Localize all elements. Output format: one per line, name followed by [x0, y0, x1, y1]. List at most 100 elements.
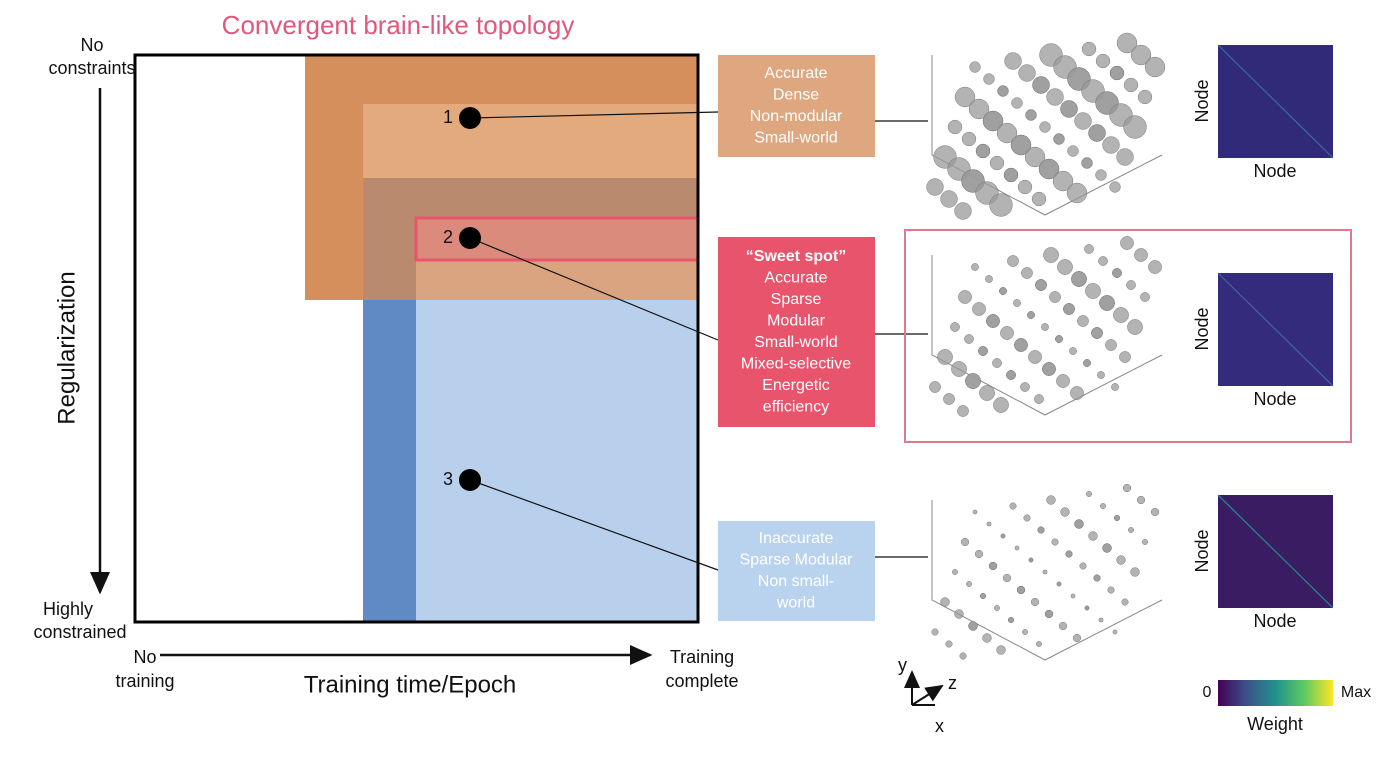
node — [1042, 569, 1048, 575]
panel-line: Energetic — [762, 377, 830, 394]
node — [1030, 597, 1040, 607]
panel-line: Modular — [767, 312, 825, 329]
point-label: 3 — [443, 469, 453, 489]
frame — [133, 53, 700, 624]
node — [1060, 507, 1070, 517]
node — [989, 155, 1005, 171]
panel-line: Inaccurate — [759, 530, 834, 547]
network — [926, 32, 1166, 220]
node — [1111, 383, 1119, 391]
sweet-spot-box — [414, 216, 700, 262]
node — [966, 581, 972, 587]
node — [1046, 88, 1064, 106]
node — [1126, 280, 1136, 290]
node — [1013, 299, 1021, 307]
node — [1004, 52, 1022, 70]
node — [1049, 291, 1061, 303]
node — [1043, 247, 1059, 263]
node — [1128, 527, 1134, 533]
point — [459, 469, 481, 491]
node — [983, 73, 995, 85]
point — [459, 107, 481, 129]
node — [1098, 617, 1104, 623]
node — [997, 85, 1009, 97]
node — [1024, 146, 1046, 168]
node — [1003, 167, 1019, 183]
node — [1046, 495, 1056, 505]
panel-box — [718, 237, 875, 427]
node — [1036, 641, 1042, 647]
axis-z: z — [948, 673, 957, 693]
y-label: Regularization — [53, 271, 80, 424]
axis-x: x — [935, 716, 944, 736]
node — [972, 509, 978, 515]
node — [1109, 65, 1125, 81]
highlight-box — [904, 229, 1352, 443]
node — [1042, 362, 1056, 376]
panel-box — [718, 521, 875, 621]
node — [1120, 236, 1134, 250]
matrix-diagonal — [1217, 272, 1334, 387]
node — [968, 621, 978, 631]
node — [1084, 244, 1094, 254]
node — [1020, 382, 1030, 392]
node — [1123, 115, 1147, 139]
node — [979, 385, 995, 401]
panel-line: Small-world — [754, 334, 838, 351]
node — [1055, 335, 1063, 343]
node — [1122, 483, 1132, 493]
node — [964, 334, 974, 344]
node — [994, 605, 1000, 611]
panel-line: Accurate — [764, 65, 827, 82]
matrix-x-label: Node — [1253, 389, 1296, 409]
node — [975, 143, 991, 159]
node — [1028, 557, 1034, 563]
node — [1035, 279, 1047, 291]
node — [1014, 338, 1028, 352]
node — [1112, 268, 1122, 278]
node — [1037, 526, 1045, 534]
node — [1097, 371, 1105, 379]
node — [1102, 543, 1112, 553]
panel-line: Accurate — [764, 269, 827, 286]
node — [1017, 179, 1033, 195]
panel-line: world — [776, 594, 815, 611]
node — [996, 122, 1018, 144]
node — [988, 561, 998, 571]
node — [992, 358, 1002, 368]
node — [1085, 283, 1101, 299]
node — [1121, 598, 1129, 606]
node — [1031, 191, 1047, 207]
node — [1063, 303, 1075, 315]
node — [1081, 157, 1093, 169]
matrix-y-label: Node — [1192, 529, 1212, 572]
matrix-x-label: Node — [1253, 161, 1296, 181]
node — [943, 393, 955, 405]
node — [1070, 386, 1084, 400]
node — [1070, 593, 1076, 599]
panel-line: efficiency — [763, 398, 829, 415]
node — [1006, 370, 1016, 380]
node — [1066, 182, 1088, 204]
node — [951, 361, 967, 377]
node — [1058, 621, 1068, 631]
matrix-y-label: Node — [1192, 79, 1212, 122]
node — [986, 521, 992, 527]
node — [1023, 514, 1031, 522]
x-label: Training time/Epoch — [304, 671, 517, 698]
node — [1002, 573, 1012, 583]
node — [1056, 581, 1062, 587]
node — [1140, 292, 1150, 302]
node — [1025, 109, 1037, 121]
region — [416, 300, 698, 622]
node — [1057, 259, 1073, 275]
node — [1134, 248, 1148, 262]
node — [1039, 121, 1051, 133]
node — [940, 190, 958, 208]
node — [954, 86, 976, 108]
node — [1074, 519, 1084, 529]
node — [1071, 271, 1087, 287]
node — [1018, 64, 1036, 82]
node — [1067, 145, 1079, 157]
